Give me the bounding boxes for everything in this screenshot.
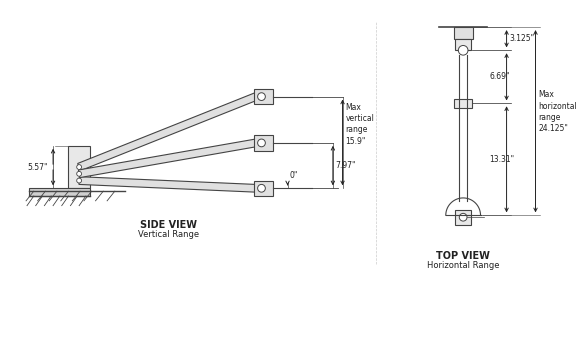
Polygon shape (454, 27, 473, 39)
Text: 0": 0" (289, 171, 298, 180)
Text: 7.97": 7.97" (336, 161, 356, 170)
Circle shape (77, 172, 82, 176)
Text: 15.9": 15.9" (346, 137, 366, 147)
Text: 5.57": 5.57" (28, 162, 48, 172)
Polygon shape (29, 188, 90, 196)
Text: Vertical Range: Vertical Range (138, 230, 200, 239)
Polygon shape (254, 89, 273, 104)
Circle shape (459, 213, 467, 221)
Text: 3.125": 3.125" (509, 34, 535, 43)
Circle shape (258, 93, 265, 100)
Text: Max
vertical
range: Max vertical range (346, 103, 374, 134)
Text: 13.31": 13.31" (489, 155, 514, 164)
Polygon shape (254, 135, 273, 151)
Polygon shape (455, 211, 471, 225)
Text: SIDE VIEW: SIDE VIEW (140, 220, 197, 230)
Circle shape (77, 165, 82, 170)
Circle shape (258, 184, 265, 192)
Circle shape (258, 139, 265, 147)
Polygon shape (78, 139, 256, 178)
Polygon shape (78, 93, 257, 171)
Polygon shape (79, 177, 256, 192)
Polygon shape (254, 181, 273, 196)
Polygon shape (67, 146, 90, 188)
Text: Horizontal Range: Horizontal Range (427, 261, 499, 270)
Polygon shape (455, 98, 472, 108)
Circle shape (458, 45, 468, 55)
Text: Max
horizontal
range
24.125": Max horizontal range 24.125" (538, 90, 577, 133)
Polygon shape (455, 39, 471, 50)
Circle shape (77, 178, 82, 183)
Text: 6.69": 6.69" (489, 72, 510, 81)
Text: TOP VIEW: TOP VIEW (436, 251, 490, 261)
